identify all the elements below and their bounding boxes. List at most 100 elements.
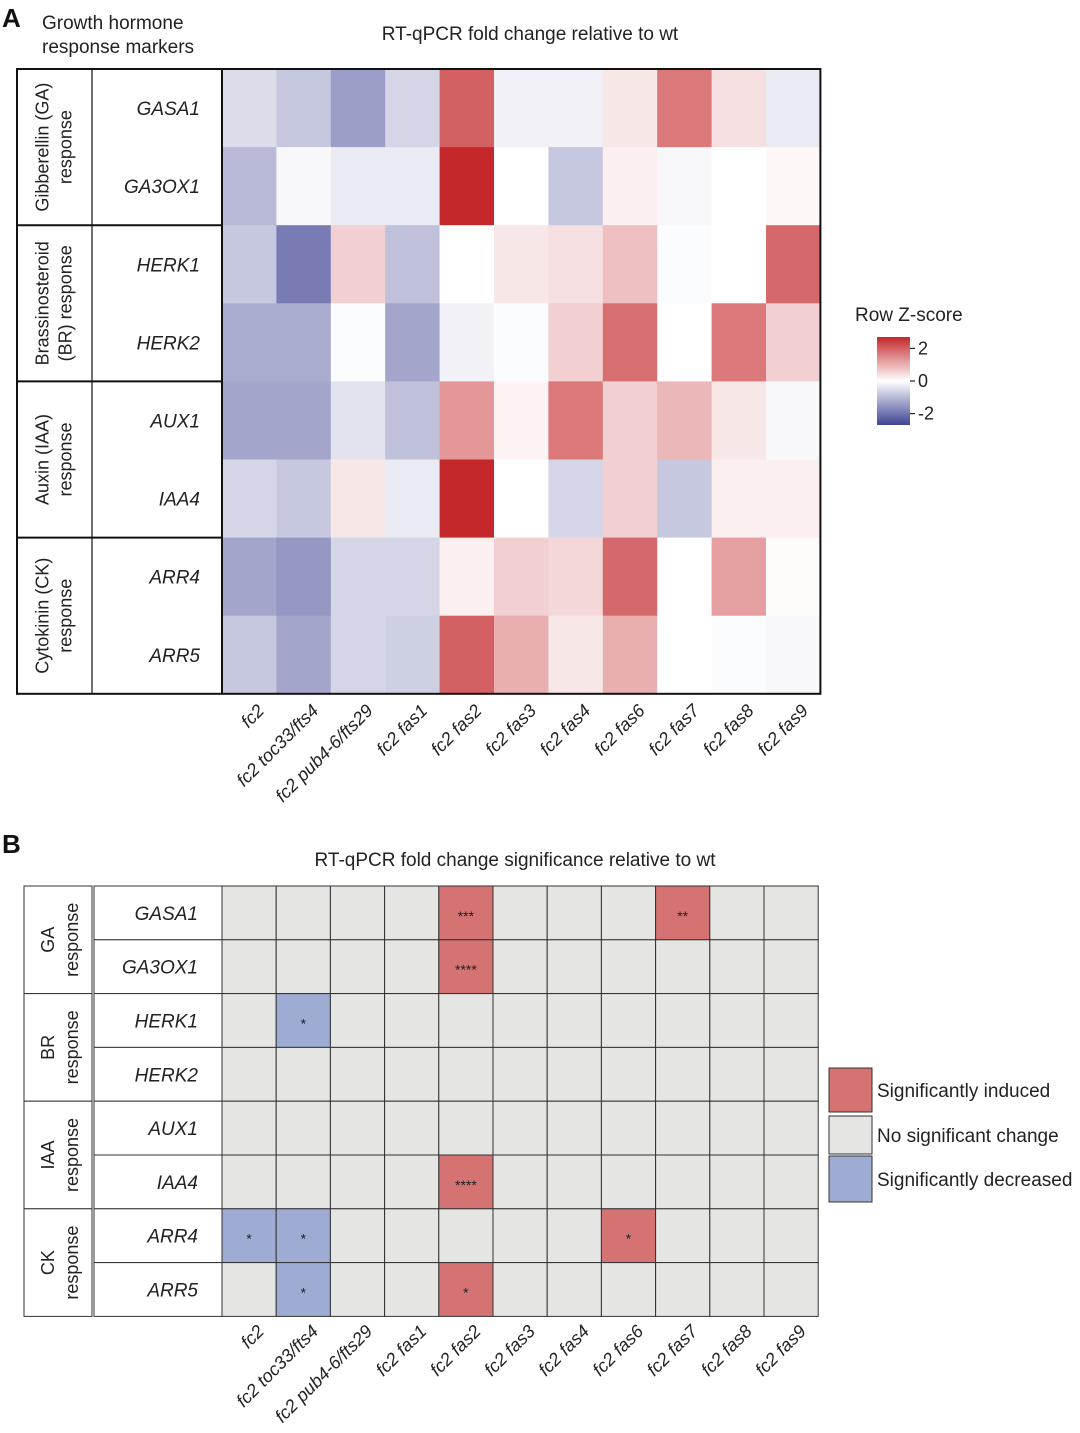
group-label: GA response [38, 903, 82, 977]
gene-label: ARR5 [146, 1281, 198, 1302]
heatmap-cell [385, 225, 441, 304]
heatmap-cell [494, 147, 549, 226]
column-label: fc2 fas8 [699, 700, 758, 759]
heatmap-cell [222, 615, 277, 695]
heatmap-cell [602, 381, 658, 461]
gene-label-box [93, 1208, 223, 1264]
significance-cell [492, 1208, 548, 1264]
significance-cell [546, 939, 602, 995]
significance-cell [655, 993, 711, 1048]
significance-cell [763, 939, 819, 995]
significance-cell [329, 1154, 386, 1210]
significance-cell [492, 1100, 548, 1156]
heatmap-cell [222, 303, 277, 382]
colorbar-tick-label: 0 [918, 371, 928, 391]
significance-cell [492, 1262, 548, 1317]
significance-cell [763, 1100, 819, 1156]
legend-swatch-n [828, 1115, 873, 1155]
significance-cell [492, 993, 548, 1048]
significance-cell [709, 1046, 765, 1102]
column-label: fc2 [237, 1321, 268, 1352]
gene-label-box [93, 1154, 223, 1210]
heatmap-cell [657, 69, 713, 148]
heatmap-cell [548, 303, 604, 382]
panel-b-letter: B [2, 829, 21, 859]
heatmap-cell [711, 615, 767, 695]
significance-cell [438, 1208, 494, 1264]
significance-cell [655, 1154, 711, 1210]
significance-cell [709, 1208, 765, 1264]
column-label: fc2 fas6 [590, 700, 649, 759]
significance-cell [546, 993, 602, 1048]
gene-label: GASA1 [135, 904, 198, 925]
significance-title: RT-qPCR fold change significance relativ… [315, 850, 717, 871]
group-label-line: Auxin (IAA) [33, 414, 53, 505]
significance-cell [384, 1046, 440, 1102]
heatmap-cell [657, 459, 713, 539]
group-label: IAA response [38, 1118, 82, 1192]
significance-cell [438, 1262, 494, 1317]
significance-cell [546, 1208, 602, 1264]
heatmap-cell [385, 381, 441, 461]
gene-label: GA3OX1 [122, 958, 198, 979]
group-label-line: response [56, 422, 76, 496]
heatmap-cell [657, 615, 713, 695]
column-label: fc2 fas1 [372, 1321, 431, 1380]
significance-cell [655, 1100, 711, 1156]
heatmap-cell [602, 303, 658, 382]
significance-cell [275, 1154, 331, 1210]
heatmap-cell [711, 225, 767, 304]
significance-table: *** ************ * ** *GASA1GA3OX1HERK1HERK2… [23, 885, 819, 1427]
heatmap-cell [548, 381, 604, 461]
significance-stars: * [626, 1231, 632, 1247]
heatmap-title: RT-qPCR fold change relative to wt [382, 24, 679, 45]
gene-label: ARR5 [148, 646, 200, 667]
heatmap-cell [494, 225, 549, 304]
heatmap-cell [766, 381, 821, 461]
significance-cell [329, 993, 386, 1048]
significance-stars: ** [677, 908, 688, 924]
group-label-line: CK [38, 1250, 58, 1275]
significance-cell [492, 1154, 548, 1210]
legend-swatch-down [828, 1155, 873, 1203]
significance-cell [384, 1154, 440, 1210]
significance-cell [329, 1100, 386, 1156]
significance-stars: **** [455, 962, 477, 978]
colorbar-label: Row Z-score [855, 305, 963, 326]
heatmap-cell [439, 69, 495, 148]
heatmap-cell [657, 303, 713, 382]
significance-cell [492, 1046, 548, 1102]
gene-label-box [93, 1046, 223, 1102]
group-label-line: response [56, 110, 76, 184]
heatmap-cell [548, 69, 604, 148]
significance-cell [546, 1262, 602, 1317]
significance-cell [709, 939, 765, 995]
heatmap-cell [711, 69, 767, 148]
significance-stars: * [301, 1016, 307, 1032]
heatmap-cell [330, 69, 386, 148]
significance-cell [655, 939, 711, 995]
significance-cell [600, 1154, 657, 1210]
heatmap-cell [276, 69, 332, 148]
significance-cell [275, 939, 331, 995]
group-label: CK response [38, 1226, 82, 1300]
significance-cell [600, 885, 657, 941]
significance-cell [763, 1046, 819, 1102]
group-label: Gibberellin (GA) response [33, 83, 76, 212]
column-label: fc2 fas3 [480, 1321, 539, 1380]
group-box [23, 885, 93, 995]
significance-stars: **** [455, 1177, 477, 1193]
significance-cell [329, 885, 386, 941]
column-label: fc2 fas8 [697, 1321, 756, 1380]
significance-cell [600, 1046, 657, 1102]
colorbar-bar [877, 337, 910, 425]
significance-cell [329, 1046, 386, 1102]
gene-label: HERK2 [135, 1065, 199, 1086]
gene-label: ARR4 [146, 1227, 198, 1248]
significance-cell [384, 1100, 440, 1156]
gene-label: ARR4 [148, 568, 200, 589]
significance-cell [763, 993, 819, 1048]
heatmap-cell [548, 225, 604, 304]
significance-cell [763, 1208, 819, 1264]
heatmap-cell [276, 303, 332, 382]
